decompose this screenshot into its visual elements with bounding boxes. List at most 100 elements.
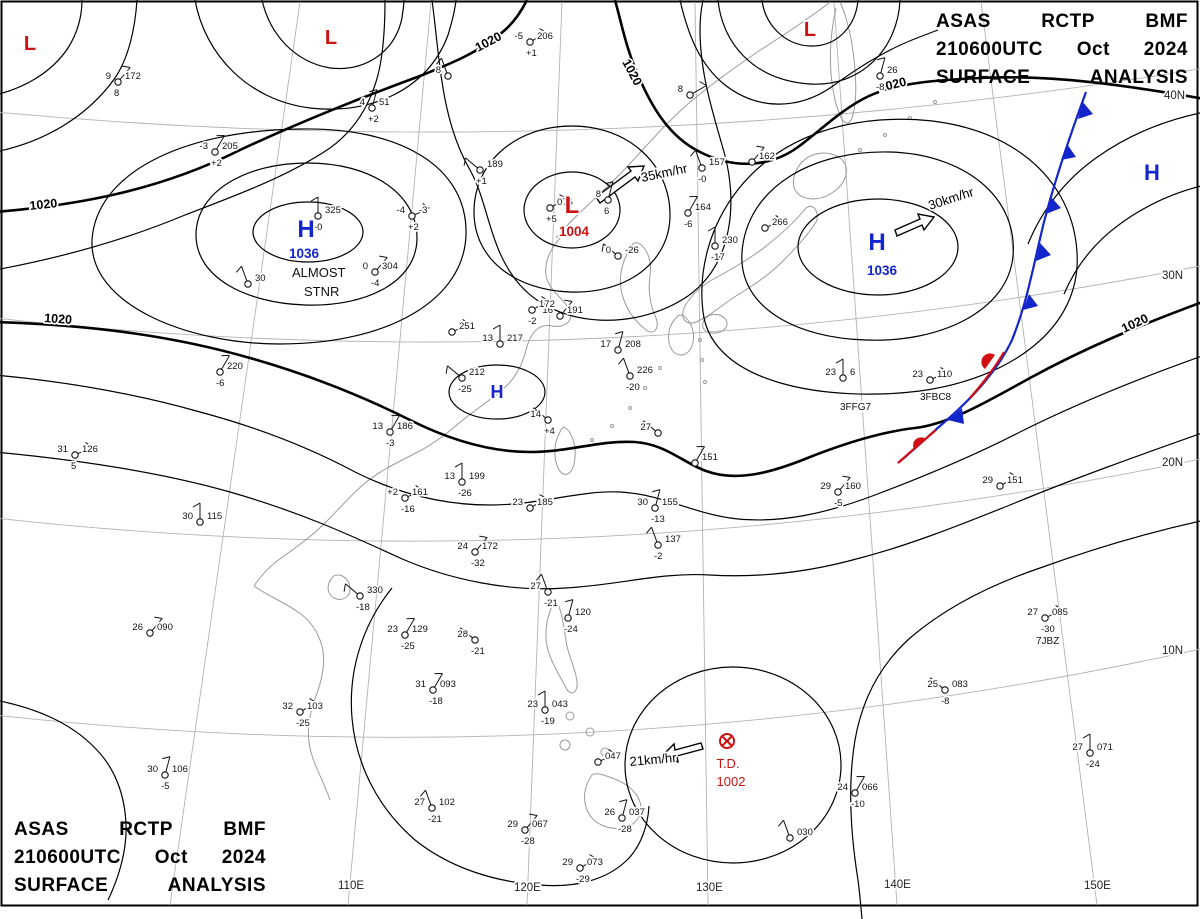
station-temperature: 9	[106, 71, 111, 82]
station-pressure: 115	[207, 511, 222, 522]
station-circle	[651, 504, 659, 512]
station-dewpoint: +1	[526, 48, 537, 59]
station-dewpoint: -24	[564, 624, 578, 635]
station-dewpoint: 5	[71, 461, 76, 472]
station-pressure: 151	[702, 452, 718, 463]
pressure-center-value: 1004	[559, 224, 590, 239]
wind-barb	[434, 673, 443, 688]
station-temperature: 8	[436, 65, 441, 76]
wind-barb	[119, 67, 131, 80]
station-pressure: 220	[227, 361, 243, 372]
station-temperature: 8	[678, 84, 683, 95]
wind-barb-feather	[699, 81, 707, 86]
lat-label: 20N	[1162, 457, 1183, 469]
station-temperature: 0	[606, 245, 611, 256]
isobar-high-small	[448, 364, 546, 420]
station-circle	[926, 376, 934, 384]
station-pressure: 172	[125, 71, 141, 82]
warm-front-semicircle	[913, 437, 926, 449]
station-circle	[196, 518, 204, 526]
station-circle	[496, 340, 504, 348]
isobar	[850, 520, 1200, 919]
station-temperature: 17	[600, 339, 611, 350]
wind-barb-feather	[589, 854, 597, 859]
station-temperature: 14	[530, 409, 541, 420]
wind-barb-feather	[541, 296, 549, 301]
wind-barb	[600, 753, 616, 762]
wind-barb	[216, 135, 225, 150]
wind-barb-feather	[122, 65, 131, 68]
coastline-honshu	[682, 206, 818, 324]
wind-barb	[454, 323, 470, 332]
station-temperature: 27	[530, 581, 541, 592]
station-pressure: 186	[397, 421, 413, 432]
coastline-china	[253, 237, 572, 587]
title-line-2: 210600UTC Oct 2024	[14, 847, 266, 868]
ship-callsign: 3FBC8	[920, 392, 952, 403]
station-dewpoint: -18	[429, 696, 443, 707]
movement-arrow-low	[595, 165, 646, 205]
isobar-high-west-inner	[252, 201, 364, 263]
coastline-korea	[619, 242, 658, 333]
station-pressure: 075	[557, 197, 573, 208]
wind-barb-feather	[690, 149, 696, 157]
station-pressure: 151	[1007, 475, 1023, 486]
station-circle	[556, 312, 564, 320]
station-pressure: 043	[552, 699, 568, 710]
station-pressure: 067	[532, 819, 548, 830]
station-dewpoint: -0	[698, 174, 706, 185]
station-temperature: +2	[387, 487, 398, 498]
station-pressure: 172	[482, 541, 498, 552]
station-pressure: 090	[157, 622, 173, 633]
isobar-td	[624, 666, 842, 864]
station-circle	[564, 614, 572, 622]
wind-barb-feather	[842, 475, 851, 478]
station-dewpoint: -6	[684, 219, 692, 230]
isobar	[0, 0, 138, 152]
station-pressure: 206	[537, 31, 553, 42]
station-dewpoint: -28	[521, 836, 535, 847]
wind-barb-feather	[565, 599, 574, 603]
station-pressure: 030	[797, 827, 813, 838]
pressure-center-value: 1036	[867, 263, 898, 278]
wind-barb	[391, 415, 400, 430]
station-pressure: 106	[172, 764, 188, 775]
station-dewpoint: -18	[356, 602, 370, 613]
station-pressure: 085	[1052, 607, 1068, 618]
isobar-label: 1020	[1119, 311, 1150, 335]
station-temperature: 13	[444, 471, 455, 482]
lon-line-110e	[347, 1, 432, 906]
station-circle	[626, 372, 634, 380]
station-pressure: 217	[507, 333, 523, 344]
station-pressure: 083	[952, 679, 968, 690]
station-dewpoint: +5	[546, 214, 557, 225]
station-circle	[851, 789, 859, 797]
wind-barb-feather	[454, 462, 463, 468]
station-circle	[541, 706, 549, 714]
station-circle	[996, 482, 1004, 490]
station-pressure: 093	[440, 679, 456, 690]
wind-barb-feather	[343, 583, 346, 592]
wind-barb-feather	[379, 255, 388, 258]
station-circle	[528, 306, 536, 314]
wind-barb	[618, 331, 624, 347]
station-pressure: 066	[862, 782, 878, 793]
wind-barb-feather	[608, 749, 616, 755]
wind-barb-feather	[537, 690, 546, 696]
coastline-ryukyu	[643, 386, 647, 390]
station-dewpoint: -2	[654, 551, 662, 562]
lat-label: 40N	[1164, 90, 1185, 102]
station-circle	[691, 459, 699, 467]
coastline-kyushu	[668, 314, 695, 356]
station-temperature: 32	[282, 701, 293, 712]
station-dewpoint: +2	[408, 222, 419, 233]
coastline-hainan	[327, 574, 351, 600]
wind-barb-feather	[420, 789, 426, 797]
wind-barb-feather	[236, 265, 242, 273]
station-temperature: 31	[415, 679, 426, 690]
coastline-ryukyu	[658, 366, 662, 370]
wind-barb-feather	[422, 203, 430, 209]
lon-label: 120E	[514, 882, 541, 894]
